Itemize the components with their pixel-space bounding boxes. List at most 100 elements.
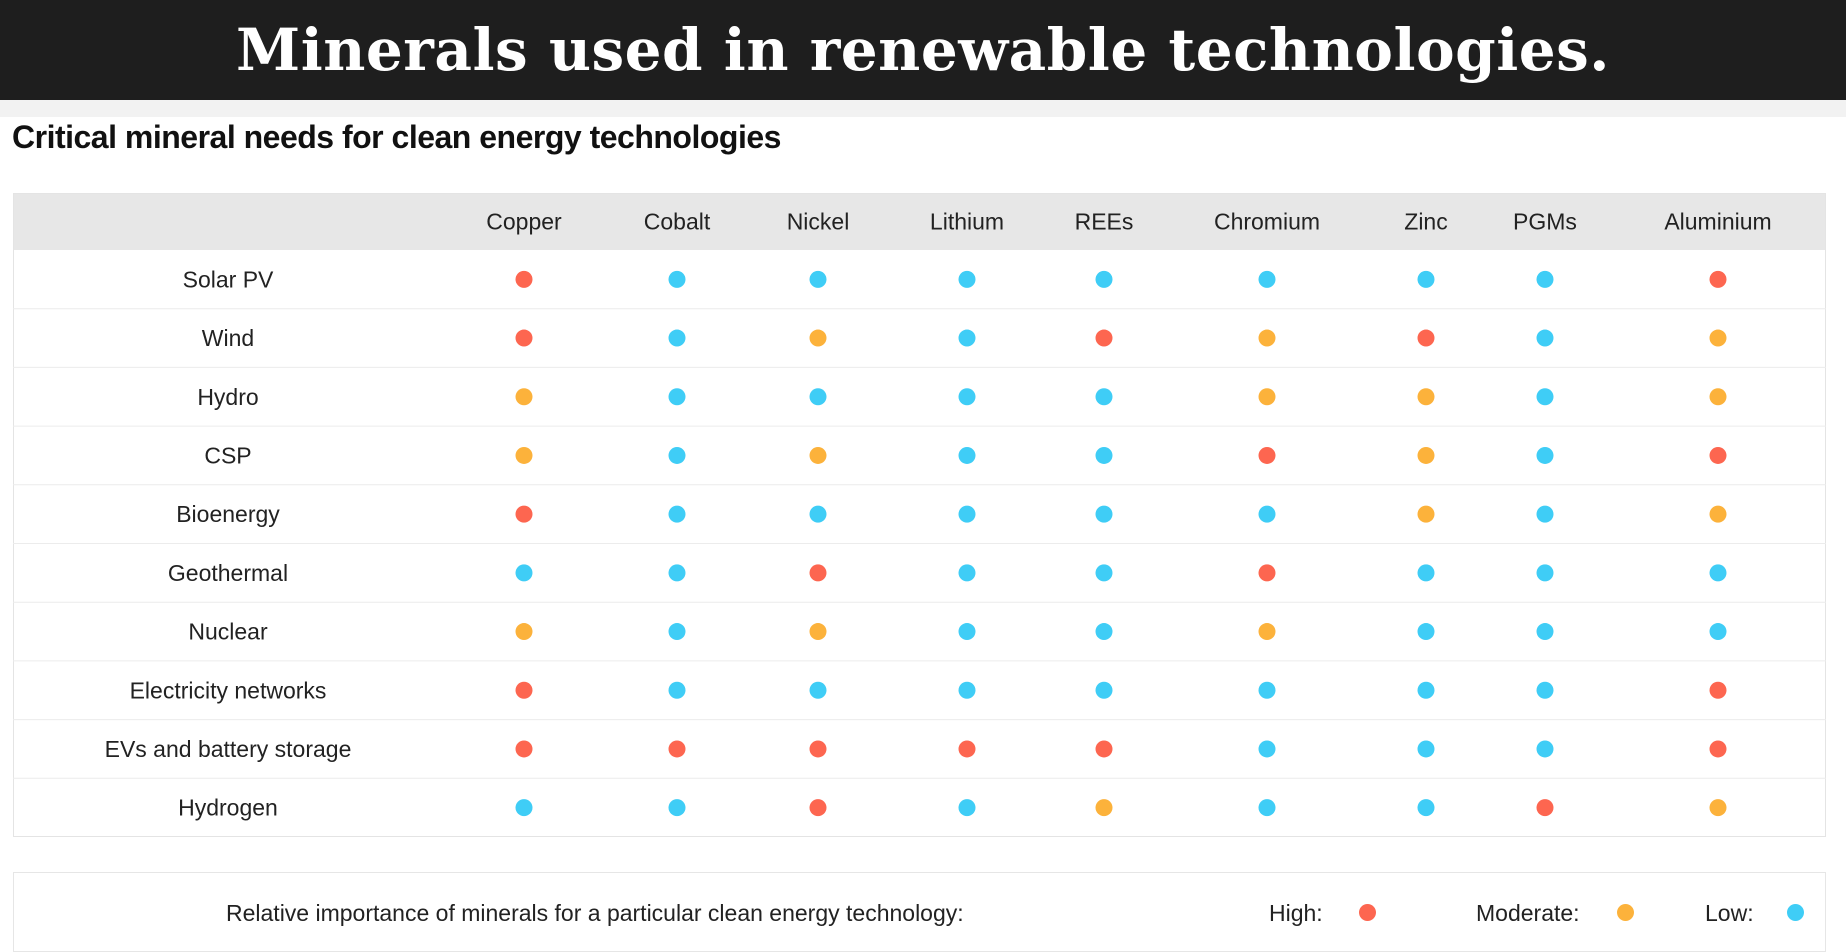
importance-dot <box>1417 623 1435 641</box>
importance-dot <box>1258 270 1276 288</box>
row-label: Hydrogen <box>178 795 278 821</box>
importance-dot <box>809 564 827 582</box>
row-label: Bioenergy <box>176 501 280 527</box>
column-label: PGMs <box>1513 209 1577 235</box>
importance-dot <box>515 505 533 523</box>
importance-dot <box>1258 681 1276 699</box>
importance-dot <box>958 446 976 464</box>
importance-dot <box>515 388 533 406</box>
importance-dot <box>958 623 976 641</box>
legend-label-moderate: Moderate: <box>1476 900 1580 926</box>
importance-dot <box>668 446 686 464</box>
importance-dot <box>668 270 686 288</box>
importance-dot <box>1095 329 1113 347</box>
importance-dot <box>515 799 533 817</box>
chart-title: Critical mineral needs for clean energy … <box>12 119 781 155</box>
importance-dot <box>1709 505 1727 523</box>
importance-dot <box>809 681 827 699</box>
importance-dot <box>1536 564 1554 582</box>
legend-dot-moderate <box>1617 904 1634 921</box>
importance-dot <box>1417 270 1435 288</box>
importance-dot <box>515 681 533 699</box>
importance-dot <box>1417 446 1435 464</box>
importance-dot <box>668 681 686 699</box>
importance-dot <box>809 623 827 641</box>
legend-dot-low <box>1787 904 1804 921</box>
importance-dot <box>1258 505 1276 523</box>
importance-dot <box>1536 681 1554 699</box>
row-label: Geothermal <box>168 560 288 586</box>
divider-band <box>0 100 1846 117</box>
row-label: Hydro <box>197 384 258 410</box>
importance-dot <box>1536 740 1554 758</box>
importance-dot <box>668 740 686 758</box>
importance-dot <box>1417 799 1435 817</box>
importance-dot <box>958 799 976 817</box>
column-label: Lithium <box>930 209 1004 235</box>
banner-title: Minerals used in renewable technologies. <box>236 16 1610 84</box>
importance-dot <box>1536 329 1554 347</box>
importance-dot <box>809 270 827 288</box>
column-label: Zinc <box>1404 209 1447 235</box>
importance-dot <box>515 270 533 288</box>
importance-dot <box>958 270 976 288</box>
importance-dot <box>1536 623 1554 641</box>
row-label: Solar PV <box>183 266 274 292</box>
importance-dot <box>1536 270 1554 288</box>
row-label: Electricity networks <box>130 677 327 703</box>
importance-dot <box>1709 740 1727 758</box>
importance-dot <box>1536 505 1554 523</box>
importance-dot <box>1417 505 1435 523</box>
importance-dot <box>1095 505 1113 523</box>
importance-dot <box>1417 388 1435 406</box>
column-label: Nickel <box>787 209 850 235</box>
importance-dot <box>958 388 976 406</box>
importance-dot <box>515 446 533 464</box>
importance-dot <box>809 505 827 523</box>
importance-dot <box>668 623 686 641</box>
table-border <box>13 193 1826 837</box>
row-label: EVs and battery storage <box>105 736 352 762</box>
importance-dot <box>958 564 976 582</box>
importance-dot <box>1095 564 1113 582</box>
importance-dot <box>515 564 533 582</box>
importance-dot <box>1536 388 1554 406</box>
legend-label-low: Low: <box>1705 900 1754 926</box>
legend-label-high: High: <box>1269 900 1323 926</box>
importance-dot <box>1709 564 1727 582</box>
importance-dot <box>1536 446 1554 464</box>
column-label: REEs <box>1075 209 1134 235</box>
importance-dot <box>668 329 686 347</box>
importance-dot <box>1709 623 1727 641</box>
importance-dot <box>1095 388 1113 406</box>
importance-dot <box>1709 799 1727 817</box>
importance-dot <box>515 740 533 758</box>
row-label: Wind <box>202 325 254 351</box>
importance-dot <box>1417 681 1435 699</box>
importance-dot <box>958 505 976 523</box>
legend-caption: Relative importance of minerals for a pa… <box>226 900 964 926</box>
importance-dot <box>1417 329 1435 347</box>
mineral-matrix: Copper Cobalt Nickel Lithium REEs Chromium Zin… <box>13 193 1826 837</box>
column-label: Cobalt <box>644 209 711 235</box>
importance-dot <box>515 329 533 347</box>
column-label: Chromium <box>1214 209 1320 235</box>
importance-dot <box>958 329 976 347</box>
importance-dot <box>1095 623 1113 641</box>
importance-dot <box>1258 740 1276 758</box>
importance-dot <box>1417 564 1435 582</box>
importance-dot <box>1095 446 1113 464</box>
importance-dot <box>1536 799 1554 817</box>
column-label: Aluminium <box>1664 209 1771 235</box>
importance-dot <box>1709 270 1727 288</box>
row-label: Nuclear <box>188 619 268 645</box>
importance-dot <box>1258 446 1276 464</box>
importance-dot <box>1258 388 1276 406</box>
banner: Minerals used in renewable technologies. <box>0 0 1846 100</box>
legend-dot-high <box>1359 904 1376 921</box>
importance-dot <box>668 799 686 817</box>
header-band <box>13 193 1826 250</box>
importance-dot <box>1709 446 1727 464</box>
importance-dot <box>1709 388 1727 406</box>
importance-dot <box>1258 799 1276 817</box>
